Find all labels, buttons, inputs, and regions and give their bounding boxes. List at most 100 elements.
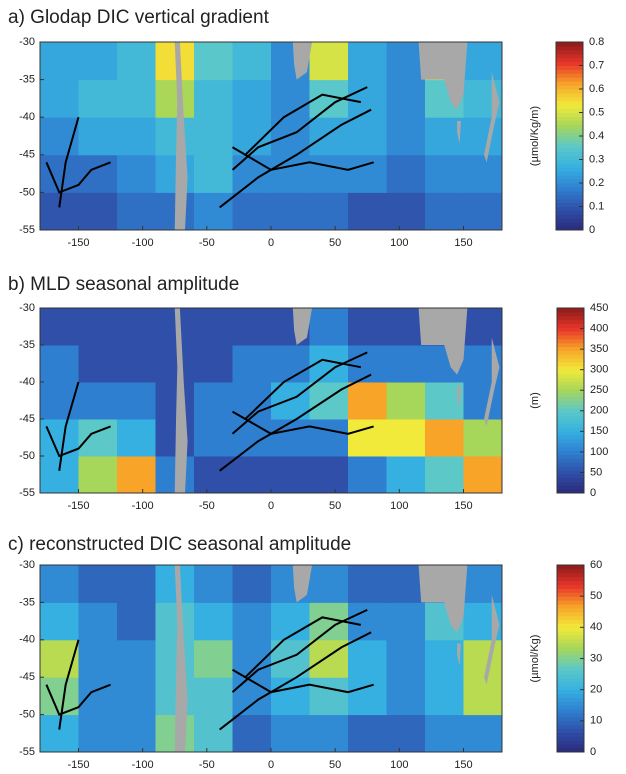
x-tick-label: 0 — [268, 759, 274, 771]
colorbar-step — [556, 175, 583, 180]
colorbar-step — [557, 701, 584, 706]
float-track — [231, 86, 368, 171]
colorbar-tick-label: 250 — [590, 384, 608, 396]
heat-cell — [232, 602, 272, 641]
heat-cell — [232, 565, 272, 603]
colorbar-step — [557, 334, 584, 340]
heat-cell — [194, 308, 233, 346]
heat-cell — [155, 382, 195, 420]
colorbar-tick-label: 0.4 — [589, 130, 604, 142]
heat-cell — [194, 154, 233, 193]
colorbar-frame — [556, 307, 585, 494]
heat-cell — [463, 714, 502, 752]
heat-cell — [348, 565, 387, 603]
colorbar-step — [556, 116, 583, 121]
colorbar-step — [556, 92, 583, 98]
y-tick-label: -55 — [19, 224, 35, 236]
colorbar-step — [556, 124, 583, 129]
colorbar-step — [556, 206, 583, 211]
float-track — [231, 351, 368, 435]
colorbar-step — [556, 163, 583, 168]
land — [457, 120, 461, 144]
colorbar-step — [557, 450, 584, 455]
colorbar-step — [557, 439, 584, 444]
float-track — [58, 116, 80, 208]
heat-cell — [463, 639, 502, 678]
heat-cell — [309, 639, 349, 678]
colorbar-tick-label: 20 — [590, 684, 602, 696]
colorbar-step — [557, 473, 584, 479]
colorbar-tick-label: 200 — [590, 405, 608, 417]
colorbar-step — [557, 400, 584, 405]
heat-cell — [194, 117, 233, 156]
colorbar-step — [557, 623, 584, 628]
colorbar-tick-label: 10 — [590, 715, 602, 727]
float-track — [45, 683, 111, 716]
heat-cell — [463, 154, 502, 193]
heat-cell — [117, 419, 156, 457]
colorbar-step — [556, 222, 583, 227]
colorbar-step — [556, 85, 583, 90]
heat-cell — [40, 42, 79, 81]
heat-cell — [117, 154, 156, 193]
heat-cell — [271, 602, 310, 641]
heat-cell — [155, 639, 195, 678]
colorbar-step — [556, 198, 583, 204]
heat-cell — [348, 639, 387, 678]
colorbar-step — [556, 155, 583, 160]
heat-cell — [232, 42, 272, 81]
heat-cell — [78, 345, 118, 383]
heat-cell — [271, 154, 310, 193]
heat-cell — [386, 602, 426, 641]
heat-cell — [386, 345, 426, 383]
heat-cell — [117, 192, 156, 230]
colorbar-step — [557, 658, 584, 663]
x-tick-label: 100 — [390, 237, 408, 249]
colorbar-step — [557, 635, 584, 640]
heat-cell — [463, 42, 502, 81]
heat-cell — [386, 382, 426, 420]
colorbar-step — [557, 404, 584, 409]
colorbar-step — [557, 338, 584, 344]
colorbar-tick-label: 50 — [590, 466, 602, 478]
heat-cell — [194, 345, 233, 383]
colorbar-step — [557, 631, 584, 636]
plot-area — [40, 42, 502, 230]
colorbar-step — [556, 194, 583, 200]
y-tick-label: -50 — [19, 450, 35, 462]
y-tick-label: -45 — [19, 671, 35, 683]
float-track — [231, 146, 374, 171]
colorbar-step — [557, 462, 584, 467]
y-tick-label: -30 — [19, 559, 35, 571]
heat-cell — [40, 602, 79, 641]
colorbar-step — [557, 315, 584, 321]
x-tick-label: -100 — [132, 500, 154, 512]
heat-cell — [386, 677, 426, 716]
colorbar-step — [557, 627, 584, 632]
heat-cell — [194, 565, 233, 603]
land — [418, 42, 468, 110]
colorbar-tick-label: 450 — [590, 302, 608, 314]
colorbar-step — [557, 419, 584, 425]
colorbar-step — [557, 740, 584, 745]
colorbar-tick-label: 40 — [590, 621, 602, 633]
heat-cell — [271, 419, 310, 457]
heat-cell — [386, 192, 426, 230]
heat-cell — [463, 456, 502, 493]
heat-cell — [117, 79, 156, 118]
colorbar-step — [556, 183, 583, 188]
colorbar-step — [556, 108, 583, 113]
colorbar-step — [556, 96, 583, 102]
x-tick-label: 150 — [454, 759, 472, 771]
float-track — [231, 608, 368, 693]
land — [292, 308, 313, 345]
heat-cell — [348, 192, 387, 230]
colorbar-step — [557, 720, 584, 726]
colorbar-step — [557, 323, 584, 328]
colorbar-step — [556, 136, 583, 141]
colorbar-step — [557, 588, 584, 593]
colorbar-step — [556, 139, 583, 145]
colorbar-step — [556, 100, 583, 106]
heat-cell — [78, 117, 118, 156]
colorbar-step — [556, 186, 583, 192]
